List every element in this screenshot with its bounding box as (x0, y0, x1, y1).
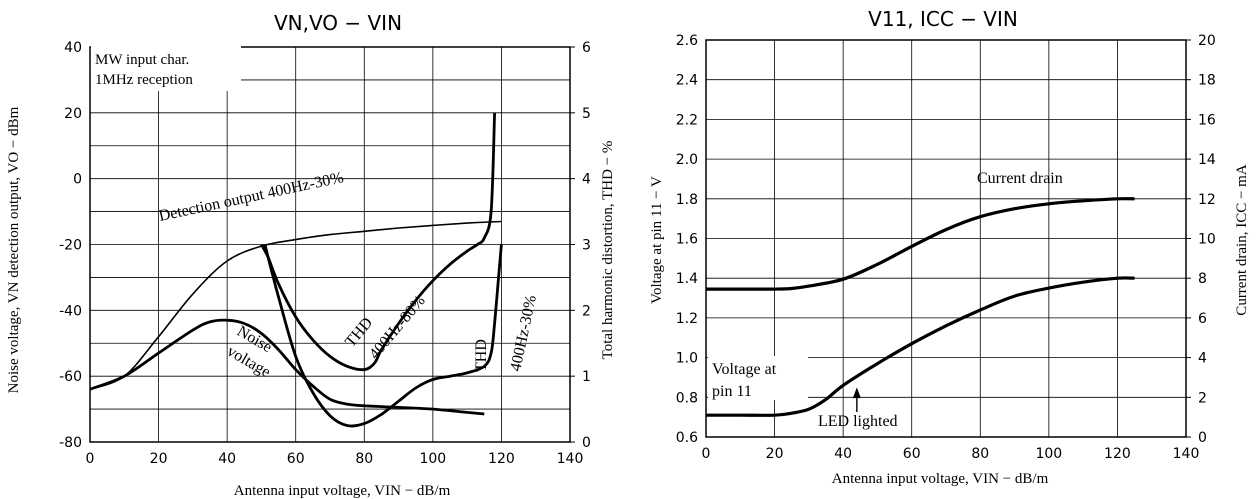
series-line-2 (89, 318, 485, 416)
y-left-tick-label: 1.4 (676, 271, 698, 287)
y-right-tick-label: 1 (582, 369, 591, 385)
chart1-title: VN,VO − VIN (274, 11, 402, 35)
x-tick-label: 120 (488, 451, 515, 467)
chart2-ticks: 0 20 40 60 80 100 120 1402.62.42.22.01.81.61.41… (676, 33, 1216, 462)
x-tick-label: 120 (1104, 446, 1131, 462)
y-left-tick-label: 1.0 (676, 351, 698, 367)
y-right-tick-label: 2 (582, 303, 591, 319)
y-right-tick-label: 8 (1198, 271, 1207, 287)
x-tick-label: 20 (766, 446, 784, 462)
y-right-tick-label: 6 (1198, 311, 1207, 327)
y-right-tick-label: 0 (1198, 430, 1207, 446)
chart2-title: V11, ICC − VIN (868, 7, 1018, 31)
x-tick-label: 80 (971, 446, 989, 462)
series-line-2 (705, 276, 1135, 417)
chart-v11-icc-vs-vin: V11, ICC − VIN 0 20 40 60 80 100 120 1402.62.42… (649, 7, 1250, 487)
x-tick-label: 40 (218, 451, 236, 467)
y-left-tick-label: 40 (64, 40, 82, 56)
x-tick-label: 20 (150, 451, 168, 467)
y-left-tick-label: 20 (64, 106, 82, 122)
y-left-tick-label: 2.0 (676, 152, 698, 168)
series-line-4 (263, 244, 503, 428)
y-right-tick-label: 6 (582, 40, 591, 56)
chart2-y-left-axis-label: Voltage at pin 11 − V (649, 176, 665, 304)
led-lighted-arrow (852, 387, 861, 412)
thd-80-label-2: 400Hz-80% (366, 292, 429, 362)
chart2-series (705, 197, 1135, 417)
y-left-tick-label: -60 (59, 369, 82, 385)
y-left-tick-label: -20 (59, 238, 82, 254)
chart1-y-right-axis-label: Total harmonic distortion, THD − % (600, 141, 616, 360)
thd-30-label-1: THD (473, 339, 490, 372)
y-left-tick-label: 2.6 (676, 33, 698, 49)
y-left-tick-label: 1.2 (676, 311, 698, 327)
y-left-tick-label: 1.6 (676, 232, 698, 248)
x-tick-label: 0 (702, 446, 711, 462)
chart1-grid (89, 46, 571, 443)
x-tick-label: 80 (355, 451, 373, 467)
x-tick-label: 40 (834, 446, 852, 462)
thd-30-label-2: 400Hz-30% (507, 294, 540, 373)
inset-note-box (91, 46, 241, 91)
detection-output-label: Detection output 400Hz-30% (157, 169, 345, 225)
y-left-tick-label: 0.6 (676, 430, 698, 446)
chart1-series (89, 112, 503, 428)
chart2-y-right-axis-label: Current drain, ICC − mA (1234, 164, 1250, 316)
y-left-tick-label: 0.8 (676, 390, 698, 406)
x-tick-label: 100 (419, 451, 446, 467)
current-drain-label: Current drain (977, 170, 1063, 187)
y-right-tick-label: 16 (1198, 112, 1216, 128)
y-left-tick-label: 1.8 (676, 192, 698, 208)
y-right-tick-label: 4 (1198, 351, 1207, 367)
chart-vn-vo-vs-vin: VN,VO − VIN 0 20 40 60 80 100 120 14040200-20-4… (6, 11, 616, 499)
y-left-tick-label: 0 (73, 172, 82, 188)
y-right-tick-label: 3 (582, 238, 591, 254)
y-right-tick-label: 2 (1198, 390, 1207, 406)
series-line-1 (89, 220, 502, 391)
voltage-at-pin11-label-2: pin 11 (712, 383, 752, 400)
y-right-tick-label: 20 (1198, 33, 1216, 49)
series-line-3 (260, 112, 496, 372)
y-right-tick-label: 18 (1198, 73, 1216, 89)
x-tick-label: 60 (287, 451, 305, 467)
series-line-1 (705, 197, 1135, 291)
x-tick-label: 140 (1173, 446, 1200, 462)
y-left-tick-label: -80 (59, 435, 82, 451)
chart1-y-left-axis-label: Noise voltage, VN detection output, VO −… (6, 106, 22, 393)
voltage-label-bg (708, 356, 808, 400)
chart1-x-axis-label: Antenna input voltage, VIN − dB/m (234, 483, 451, 499)
inset-note-line1: MW input char. (95, 52, 189, 68)
y-right-tick-label: 14 (1198, 152, 1216, 168)
inset-note-line2: 1MHz reception (95, 72, 193, 88)
y-left-tick-label: 2.4 (676, 73, 698, 89)
voltage-at-pin11-label-1: Voltage at (712, 361, 777, 378)
x-tick-label: 100 (1035, 446, 1062, 462)
y-left-tick-label: 2.2 (676, 112, 698, 128)
y-right-tick-label: 5 (582, 106, 591, 122)
x-tick-label: 60 (903, 446, 921, 462)
y-right-tick-label: 10 (1198, 232, 1216, 248)
y-right-tick-label: 0 (582, 435, 591, 451)
chart2-x-axis-label: Antenna input voltage, VIN − dB/m (832, 471, 1049, 487)
y-right-tick-label: 12 (1198, 192, 1216, 208)
led-lighted-label: LED lighted (818, 413, 898, 430)
x-tick-label: 140 (557, 451, 584, 467)
y-left-tick-label: -40 (59, 303, 82, 319)
chart1-ticks: 0 20 40 60 80 100 120 14040200-20-40-60-8065432… (59, 40, 591, 467)
x-tick-label: 0 (86, 451, 95, 467)
y-right-tick-label: 4 (582, 172, 591, 188)
